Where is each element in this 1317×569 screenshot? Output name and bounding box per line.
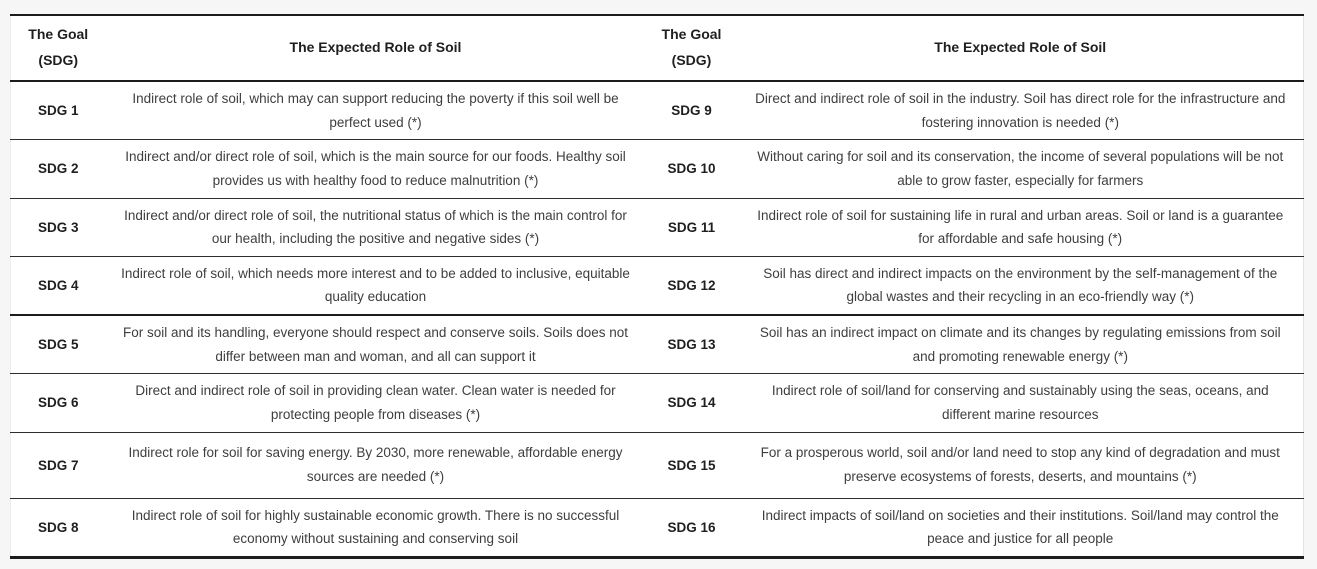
goal-cell-sdg10: SDG 10: [645, 139, 738, 199]
table-row: SDG 3 Indirect and/or direct role of soi…: [10, 198, 1304, 257]
role-cell-sdg8: Indirect role of soil for highly sustain…: [105, 498, 646, 558]
role-cell-sdg6: Direct and indirect role of soil in prov…: [105, 373, 646, 433]
table-row: SDG 8 Indirect role of soil for highly s…: [10, 498, 1304, 558]
goal-header-left: The Goal (SDG): [10, 15, 106, 82]
role-cell-sdg14: Indirect role of soil/land for conservin…: [737, 373, 1304, 433]
goal-cell-sdg15: SDG 15: [645, 432, 738, 499]
goal-header-right: The Goal (SDG): [645, 15, 738, 82]
goal-cell-sdg1: SDG 1: [10, 81, 106, 141]
goal-cell-sdg3: SDG 3: [10, 198, 106, 257]
goal-cell-sdg7: SDG 7: [10, 432, 106, 499]
table-header: The Goal (SDG) The Expected Role of Soil…: [10, 15, 1304, 82]
role-cell-sdg16: Indirect impacts of soil/land on societi…: [737, 498, 1304, 558]
goal-cell-sdg9: SDG 9: [645, 81, 738, 141]
goal-header-line1: The Goal: [661, 26, 722, 43]
table-row: SDG 1 Indirect role of soil, which may c…: [10, 81, 1304, 141]
table-body: SDG 1 Indirect role of soil, which may c…: [10, 81, 1304, 558]
role-cell-sdg15: For a prosperous world, soil and/or land…: [737, 432, 1304, 499]
role-header-left: The Expected Role of Soil: [105, 15, 646, 82]
goal-cell-sdg8: SDG 8: [10, 498, 106, 558]
table-row: SDG 7 Indirect role for soil for saving …: [10, 432, 1304, 499]
role-cell-sdg9: Direct and indirect role of soil in the …: [737, 81, 1304, 141]
header-row: The Goal (SDG) The Expected Role of Soil…: [10, 15, 1304, 82]
goal-cell-sdg16: SDG 16: [645, 498, 738, 558]
role-cell-sdg10: Without caring for soil and its conserva…: [737, 139, 1304, 199]
goal-cell-sdg4: SDG 4: [10, 256, 106, 316]
table-row: SDG 4 Indirect role of soil, which needs…: [10, 256, 1304, 316]
goal-cell-sdg5: SDG 5: [10, 315, 106, 375]
table-row: SDG 6 Direct and indirect role of soil i…: [10, 373, 1304, 433]
role-cell-sdg2: Indirect and/or direct role of soil, whi…: [105, 139, 646, 199]
goal-cell-sdg14: SDG 14: [645, 373, 738, 433]
role-cell-sdg7: Indirect role for soil for saving energy…: [105, 432, 646, 499]
table-row: SDG 2 Indirect and/or direct role of soi…: [10, 139, 1304, 199]
table-row: SDG 5 For soil and its handling, everyon…: [10, 315, 1304, 375]
goal-header-line2: (SDG): [38, 52, 79, 68]
goal-cell-sdg11: SDG 11: [645, 198, 738, 257]
role-header-right: The Expected Role of Soil: [737, 15, 1304, 82]
role-cell-sdg13: Soil has an indirect impact on climate a…: [737, 315, 1304, 375]
role-cell-sdg12: Soil has direct and indirect impacts on …: [737, 256, 1304, 316]
role-cell-sdg1: Indirect role of soil, which may can sup…: [105, 81, 646, 141]
goal-header-line2: (SDG): [671, 52, 712, 68]
role-cell-sdg4: Indirect role of soil, which needs more …: [105, 256, 646, 316]
role-cell-sdg5: For soil and its handling, everyone shou…: [105, 315, 646, 375]
goal-cell-sdg2: SDG 2: [10, 139, 106, 199]
goal-cell-sdg13: SDG 13: [645, 315, 738, 375]
goal-header-line1: The Goal: [28, 26, 89, 43]
goal-cell-sdg6: SDG 6: [10, 373, 106, 433]
role-cell-sdg11: Indirect role of soil for sustaining lif…: [737, 198, 1304, 257]
sdg-soil-roles-table: The Goal (SDG) The Expected Role of Soil…: [10, 14, 1304, 559]
goal-cell-sdg12: SDG 12: [645, 256, 738, 316]
role-cell-sdg3: Indirect and/or direct role of soil, the…: [105, 198, 646, 257]
